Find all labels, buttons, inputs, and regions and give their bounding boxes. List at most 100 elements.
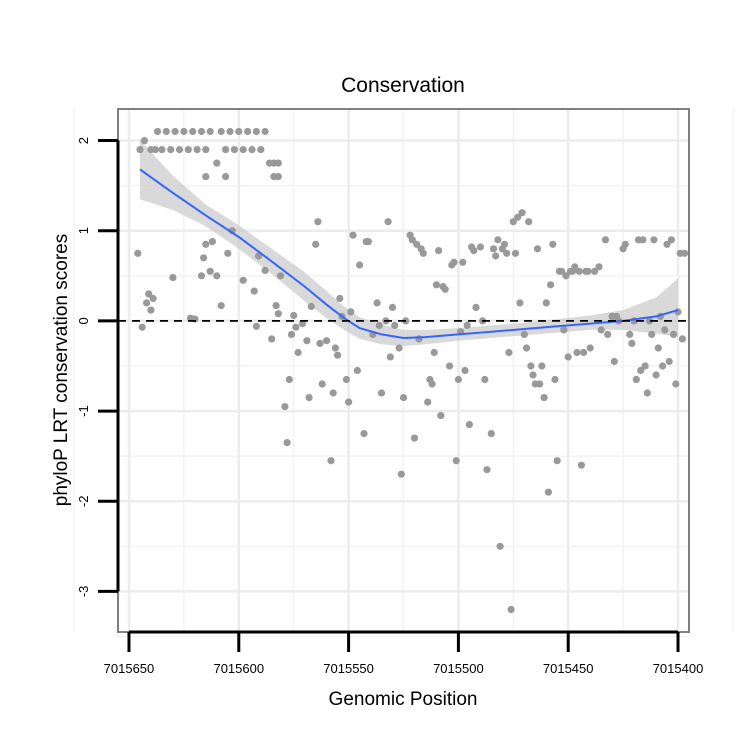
data-point: [377, 389, 386, 397]
data-point: [667, 236, 676, 244]
data-point: [200, 254, 208, 262]
data-point: [505, 348, 513, 357]
data-point: [544, 488, 553, 496]
chart-title: Conservation: [341, 74, 465, 97]
data-point: [206, 127, 214, 136]
data-point: [476, 243, 484, 251]
data-point: [252, 127, 260, 136]
data-point: [397, 470, 405, 478]
data-point: [604, 330, 612, 338]
data-point: [162, 127, 170, 136]
data-point: [659, 362, 667, 370]
data-point: [549, 240, 557, 248]
data-point: [303, 337, 311, 345]
data-point: [312, 240, 320, 248]
data-point: [639, 236, 647, 244]
data-point: [213, 272, 221, 280]
data-point: [202, 173, 210, 181]
data-point: [577, 461, 586, 469]
data-point: [553, 457, 561, 465]
data-point: [151, 146, 159, 154]
data-point: [261, 266, 269, 274]
data-point: [522, 344, 531, 352]
grid-lines: [73, 109, 734, 638]
data-point: [193, 146, 201, 154]
data-point: [452, 457, 460, 465]
data-point: [386, 353, 394, 361]
data-point: [257, 146, 265, 154]
data-point: [134, 249, 142, 257]
data-point: [410, 434, 419, 442]
x-tick-label: 7015600: [213, 661, 264, 676]
data-point: [373, 299, 381, 307]
data-point: [437, 412, 445, 420]
data-point: [558, 267, 566, 275]
data-point: [248, 146, 256, 154]
data-point: [529, 371, 537, 379]
data-point: [580, 348, 588, 357]
data-point: [481, 375, 489, 384]
data-point: [331, 344, 339, 352]
data-point: [571, 263, 579, 271]
data-point: [197, 127, 206, 136]
data-point: [450, 258, 458, 266]
data-point: [454, 375, 462, 384]
data-point: [292, 323, 300, 331]
data-point: [461, 366, 469, 375]
data-point: [149, 294, 157, 302]
data-point: [147, 306, 155, 314]
x-axis-label: Genomic Position: [329, 689, 478, 710]
data-point: [287, 330, 296, 338]
data-point: [621, 240, 629, 248]
data-point: [597, 326, 605, 334]
data-point: [459, 258, 467, 266]
y-tick-label: 1: [76, 227, 91, 234]
data-point: [395, 344, 403, 352]
data-point: [239, 146, 247, 154]
data-point: [197, 272, 206, 280]
x-tick-label: 7015550: [323, 661, 374, 676]
data-point: [584, 267, 592, 275]
data-point: [283, 439, 291, 447]
data-point: [285, 375, 293, 384]
data-point: [169, 274, 177, 282]
data-point: [336, 294, 344, 302]
data-point: [189, 127, 197, 136]
data-point: [208, 238, 216, 246]
data-point: [349, 231, 357, 239]
y-tick-label: -2: [76, 496, 91, 508]
data-point: [678, 335, 687, 343]
data-point: [500, 240, 509, 248]
data-point: [180, 127, 188, 136]
data-point: [274, 310, 282, 318]
data-point: [492, 252, 500, 260]
data-point: [334, 351, 342, 359]
data-point: [364, 238, 372, 246]
x-tick-label: 7015500: [433, 661, 484, 676]
data-point: [153, 127, 162, 136]
data-point: [391, 321, 399, 329]
data-point: [274, 159, 282, 167]
data-point: [670, 330, 678, 338]
data-point: [206, 267, 214, 275]
data-point: [533, 245, 542, 253]
data-point: [538, 362, 546, 370]
y-tick-label: -3: [76, 586, 91, 598]
data-point: [353, 366, 361, 375]
data-point: [432, 281, 440, 289]
data-point: [665, 357, 673, 366]
data-point: [217, 302, 225, 310]
data-point: [375, 321, 383, 329]
data-point: [470, 247, 478, 255]
data-point: [290, 311, 298, 320]
data-point: [145, 290, 153, 298]
data-point: [329, 389, 337, 397]
data-point: [175, 146, 184, 154]
data-point: [520, 330, 528, 338]
data-point: [507, 605, 515, 614]
smooth-trend-line: [139, 168, 679, 340]
data-point: [564, 353, 572, 361]
data-point: [652, 371, 660, 379]
data-point: [250, 287, 258, 295]
data-point: [384, 218, 392, 226]
